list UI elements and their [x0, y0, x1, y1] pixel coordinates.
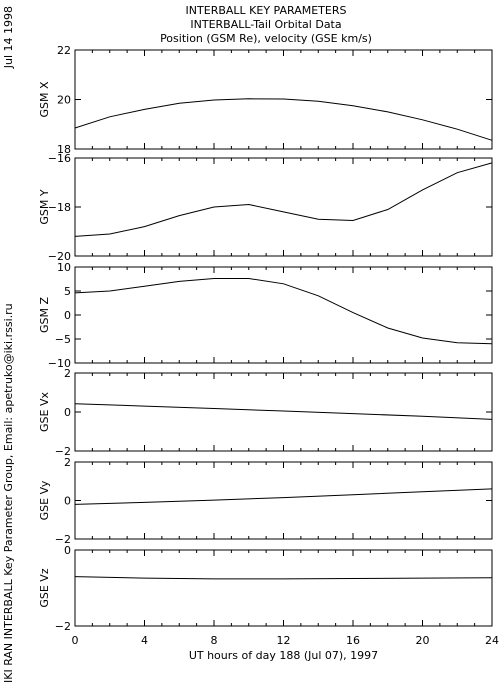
- panel-3-frame: [74, 266, 493, 364]
- panel-5-frame: [74, 461, 493, 540]
- panel-5-y-tick-label: −2: [55, 533, 71, 546]
- panel-5-series-line: [74, 488, 493, 505]
- panel-3-y-axis-label: GSM Z: [38, 297, 51, 333]
- panel-6-y-tick-label: −2: [55, 620, 71, 633]
- panel-3-y-tick-label: −5: [55, 333, 71, 346]
- panel-2-y-tick-label: −16: [48, 152, 71, 165]
- panel-2-y-tick-label: −18: [48, 201, 71, 214]
- panel-1-y-tick-label: 18: [57, 143, 71, 156]
- figure-title-line-2: INTERBALL-Tail Orbital Data: [190, 18, 341, 31]
- panel-2-series-line: [74, 162, 493, 237]
- panel-5-y-tick-label: 0: [64, 495, 71, 508]
- x-axis-label: UT hours of day 188 (Jul 07), 1997: [189, 649, 378, 662]
- x-tick-label: 24: [485, 634, 499, 647]
- panel-5-y-tick-label: 2: [64, 456, 71, 469]
- panel-3-y-tick-label: 5: [64, 285, 71, 298]
- panel-3-series-line: [74, 278, 493, 345]
- x-tick-label: 16: [346, 634, 360, 647]
- panel-1-series-line: [74, 98, 493, 141]
- panel-4-y-tick-label: 2: [64, 367, 71, 380]
- panel-4-frame: [74, 372, 493, 452]
- panel-6-series-line: [74, 576, 493, 580]
- panel-4-y-axis-label: GSE Vx: [38, 392, 51, 432]
- panel-1-y-axis-label: GSM X: [38, 81, 51, 117]
- panel-2-y-tick-label: −20: [48, 250, 71, 263]
- panel-2-frame: [74, 157, 493, 257]
- panel-4-series-line: [74, 403, 493, 420]
- panel-3-y-tick-label: 10: [57, 261, 71, 274]
- x-tick-label: 12: [277, 634, 291, 647]
- figure-title-line-1: INTERBALL KEY PARAMETERS: [186, 4, 347, 17]
- x-tick-label: 4: [141, 634, 148, 647]
- panel-6-y-tick-label: 0: [64, 544, 71, 557]
- panel-1-y-tick-label: 22: [57, 44, 71, 57]
- panel-3-y-tick-label: −10: [48, 357, 71, 370]
- panel-1-y-tick-label: 20: [57, 94, 71, 107]
- panel-4-y-tick-label: 0: [64, 406, 71, 419]
- side-date-label: Jul 14 1998: [2, 6, 15, 69]
- panel-4-y-tick-label: −2: [55, 445, 71, 458]
- panel-2-y-axis-label: GSM Y: [38, 189, 51, 224]
- panel-6-y-axis-label: GSE Vz: [38, 568, 51, 607]
- panel-6-frame: [74, 549, 493, 627]
- side-credit-label: IKI RAN INTERBALL Key Parameter Group, E…: [2, 303, 15, 683]
- panel-5-y-axis-label: GSE Vy: [38, 480, 51, 520]
- panel-3-y-tick-label: 0: [64, 309, 71, 322]
- figure-title-line-3: Position (GSM Re), velocity (GSE km/s): [160, 32, 372, 45]
- x-tick-label: 0: [72, 634, 79, 647]
- x-tick-label: 8: [211, 634, 218, 647]
- x-tick-label: 20: [416, 634, 430, 647]
